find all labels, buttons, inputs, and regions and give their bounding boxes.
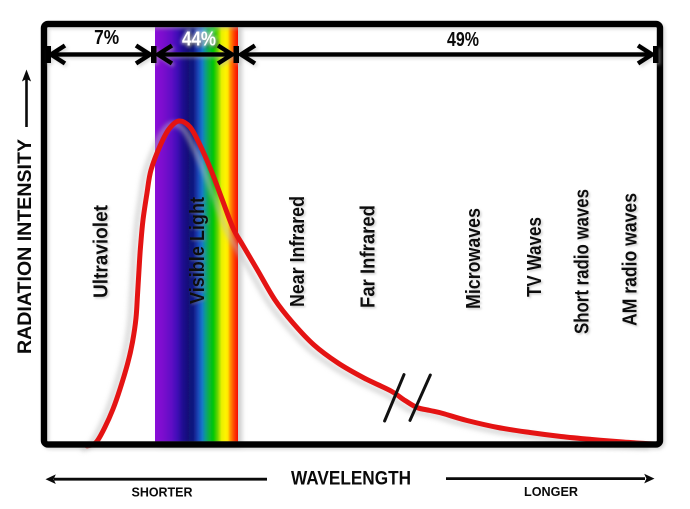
- svg-text:44%: 44%: [184, 30, 218, 53]
- svg-text:Ultraviolet: Ultraviolet: [91, 205, 113, 298]
- svg-text:LONGER: LONGER: [524, 484, 579, 499]
- svg-text:SHORTER: SHORTER: [132, 485, 194, 500]
- svg-text:Near Infrared: Near Infrared: [287, 196, 309, 307]
- svg-text:AM radio waves: AM radio waves: [620, 193, 642, 326]
- svg-text:44%: 44%: [182, 28, 216, 51]
- svg-text:WAVELENGTH: WAVELENGTH: [291, 469, 411, 490]
- svg-text:Short radio waves: Short radio waves: [572, 189, 594, 334]
- svg-text:Visible Light: Visible Light: [187, 197, 209, 304]
- svg-text:44%: 44%: [182, 28, 216, 51]
- svg-text:Far Infrared: Far Infrared: [358, 205, 380, 308]
- svg-text:RADIATION INTENSITY: RADIATION INTENSITY: [14, 139, 36, 354]
- svg-text:49%: 49%: [447, 29, 479, 51]
- svg-text:Microwaves: Microwaves: [463, 208, 485, 309]
- svg-text:TV Waves: TV Waves: [524, 217, 546, 297]
- svg-text:7%: 7%: [94, 27, 119, 49]
